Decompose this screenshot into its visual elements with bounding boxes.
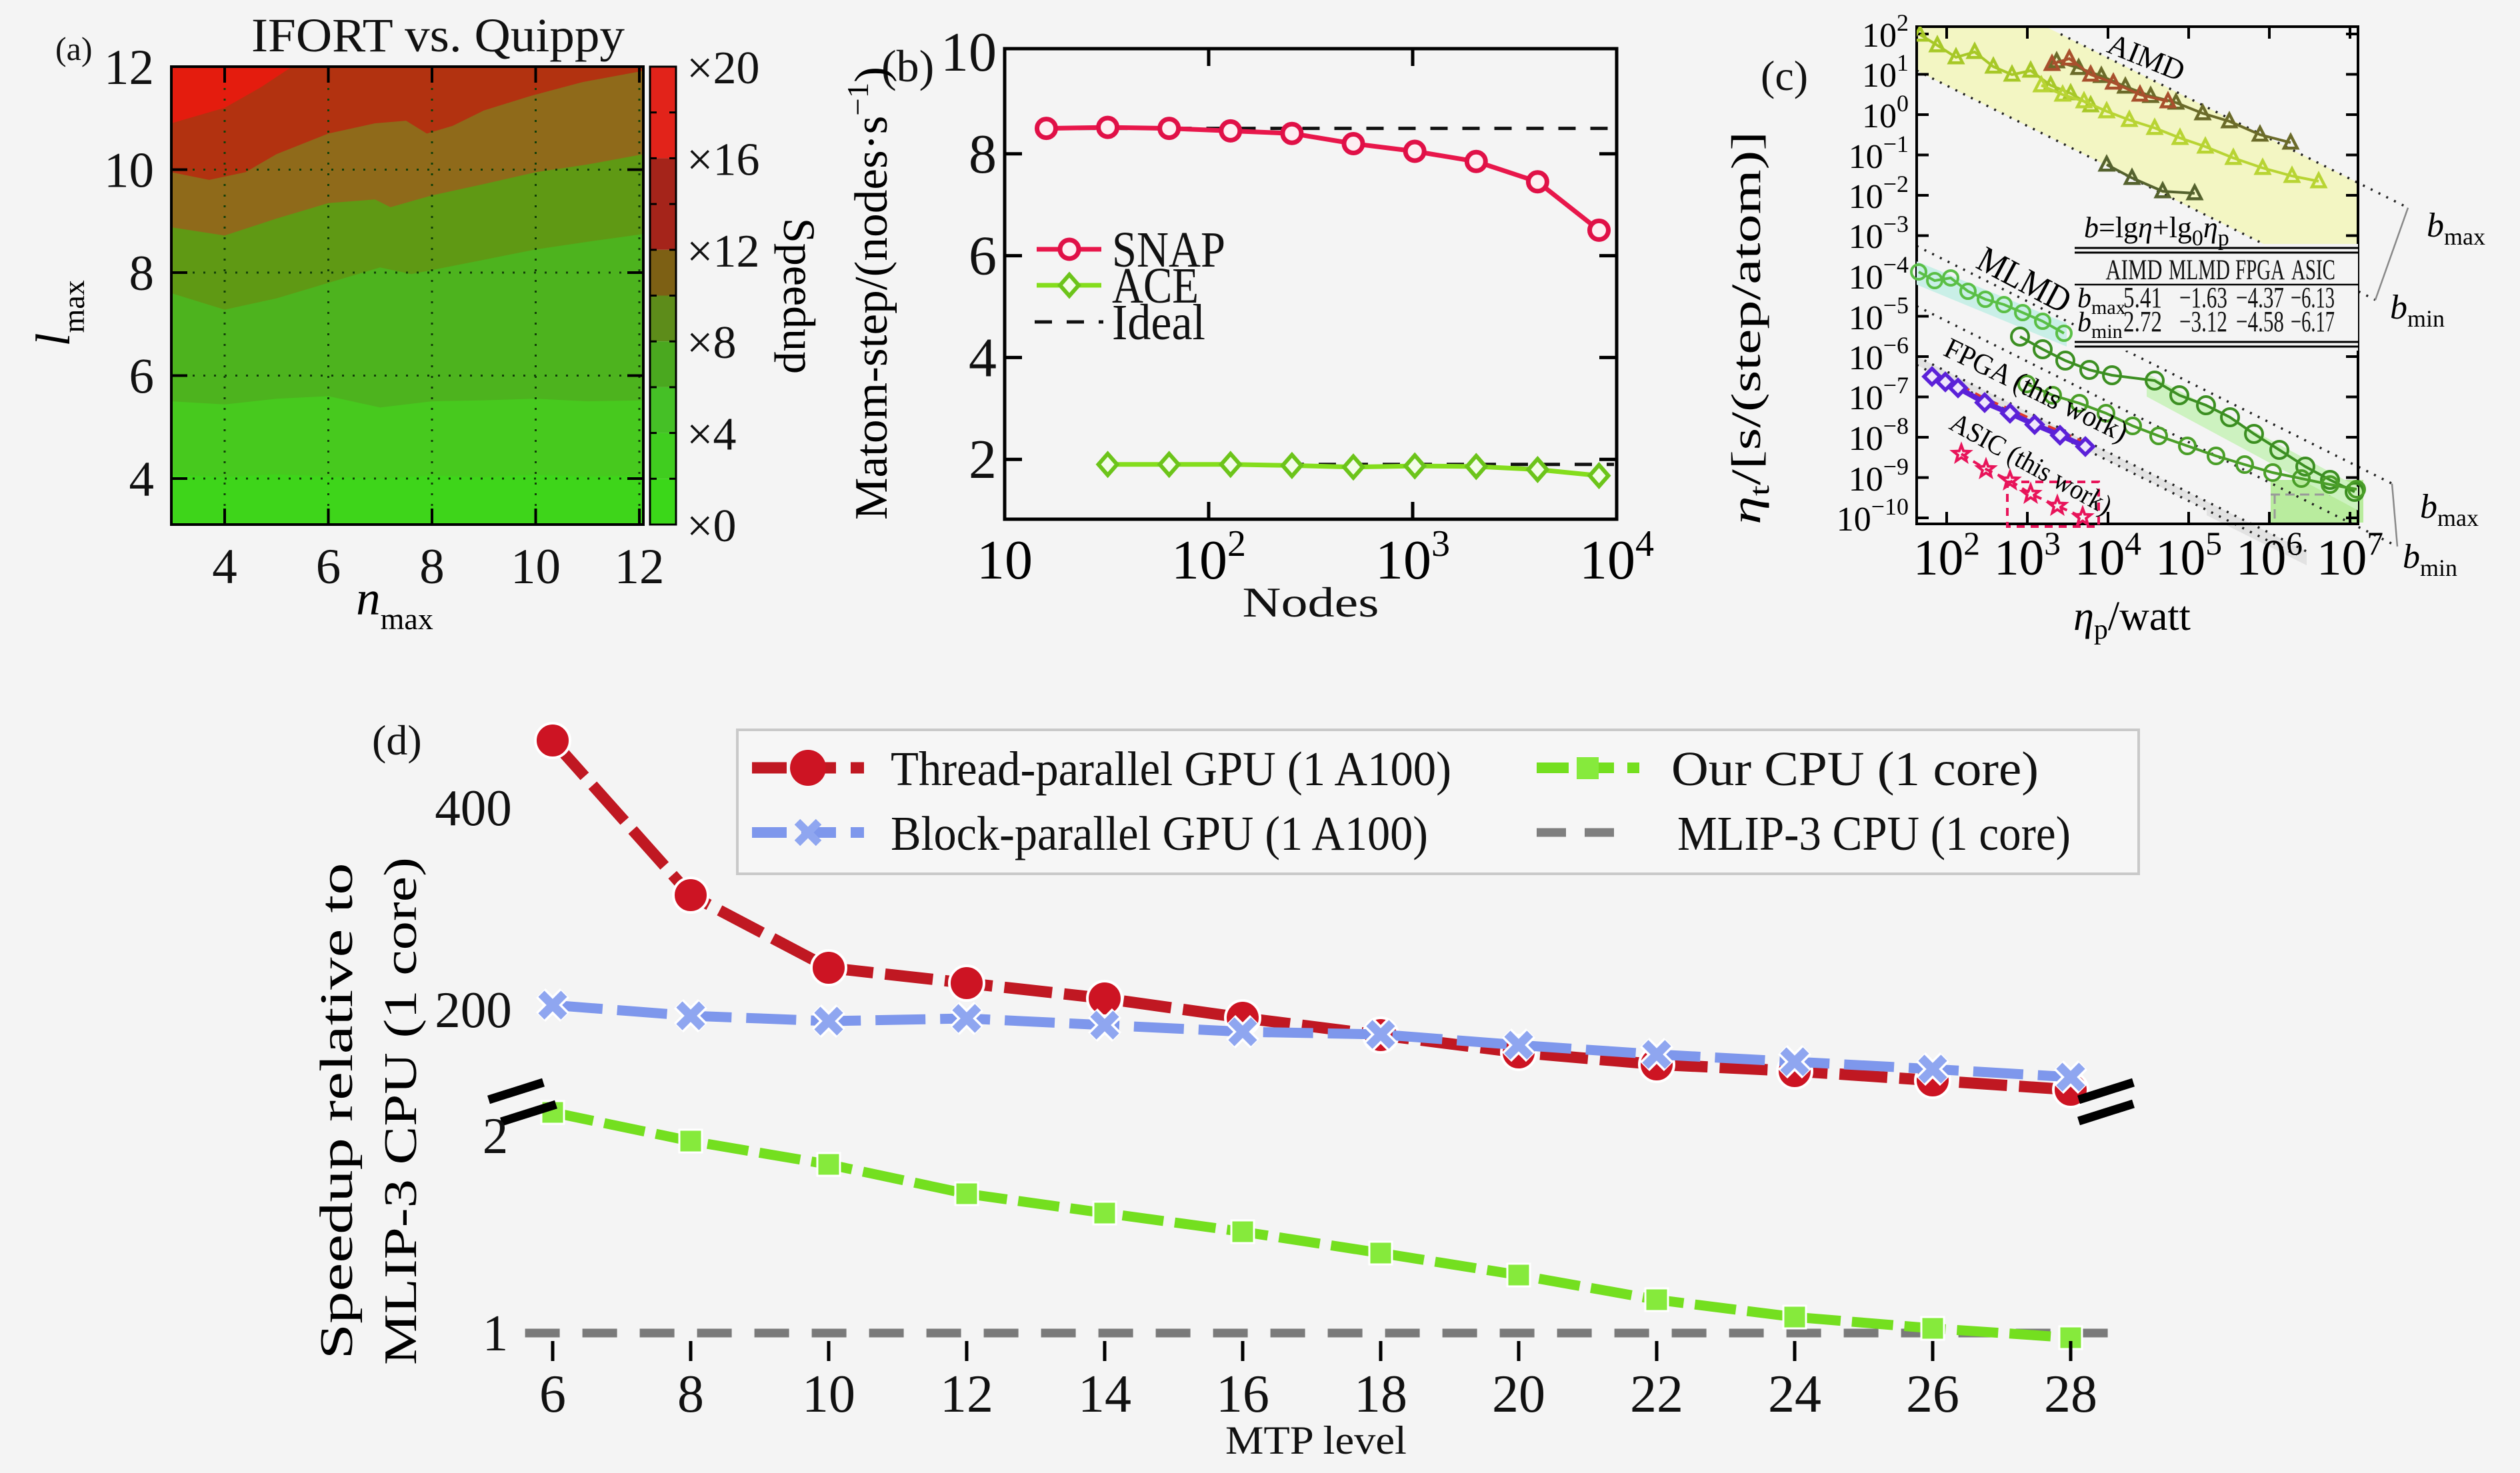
svg-text:26: 26 — [1906, 1365, 1959, 1424]
svg-text:101: 101 — [1862, 49, 1909, 95]
svg-text:Block-parallel GPU (1 A100): Block-parallel GPU (1 A100) — [891, 806, 1428, 860]
svg-text:ACE: ACE — [1112, 258, 1199, 314]
svg-text:×20: ×20 — [687, 43, 759, 94]
svg-text:4: 4 — [969, 327, 997, 389]
svg-text:(a): (a) — [55, 30, 93, 67]
svg-text:−3.12: −3.12 — [2179, 305, 2227, 338]
svg-text:MLIP-3 CPU (1 core): MLIP-3 CPU (1 core) — [1677, 806, 2071, 860]
svg-text:−6.13: −6.13 — [2291, 281, 2335, 314]
svg-text:−4.58: −4.58 — [2236, 305, 2284, 338]
svg-text:12: 12 — [104, 40, 154, 95]
svg-text:12: 12 — [615, 539, 665, 595]
svg-text:1: 1 — [483, 1304, 509, 1362]
svg-text:−4.37: −4.37 — [2236, 281, 2284, 314]
svg-text:18: 18 — [1354, 1365, 1407, 1424]
svg-text:×0: ×0 — [687, 501, 736, 552]
svg-text:10: 10 — [511, 539, 561, 595]
svg-text:4: 4 — [129, 452, 155, 507]
svg-text:×16: ×16 — [687, 134, 759, 185]
svg-text:ASIC: ASIC — [2291, 255, 2335, 286]
svg-text:6: 6 — [969, 225, 997, 287]
svg-text:22: 22 — [1630, 1365, 1683, 1424]
svg-text:10: 10 — [941, 21, 997, 83]
svg-text:20: 20 — [1492, 1365, 1545, 1424]
svg-text:−6.17: −6.17 — [2291, 305, 2335, 338]
svg-text:14: 14 — [1078, 1365, 1131, 1424]
svg-text:2.72: 2.72 — [2123, 305, 2162, 338]
svg-text:Ideal: Ideal — [1112, 295, 1205, 351]
svg-text:FPGA: FPGA — [2235, 255, 2285, 286]
svg-text:6: 6 — [129, 349, 155, 405]
svg-text:Speedup: Speedup — [774, 218, 825, 374]
svg-text:Thread-parallel GPU (1 A100): Thread-parallel GPU (1 A100) — [891, 742, 1451, 796]
svg-text:6: 6 — [316, 539, 341, 595]
svg-text:IFORT vs. Quippy: IFORT vs. Quippy — [251, 9, 625, 62]
svg-text:6: 6 — [539, 1365, 566, 1424]
svg-text:200: 200 — [435, 981, 512, 1038]
svg-text:(d): (d) — [372, 717, 422, 764]
svg-text:MLIP-3 CPU (1 core): MLIP-3 CPU (1 core) — [375, 857, 427, 1365]
svg-text:10: 10 — [802, 1365, 855, 1424]
svg-text:8: 8 — [419, 539, 445, 595]
svg-text:16: 16 — [1216, 1365, 1269, 1424]
svg-text:×12: ×12 — [687, 226, 759, 277]
svg-text:8: 8 — [677, 1365, 704, 1424]
svg-text:400: 400 — [435, 779, 512, 836]
svg-text:2: 2 — [969, 429, 997, 491]
svg-text:−1.63: −1.63 — [2179, 281, 2227, 314]
svg-text:(b): (b) — [881, 41, 934, 91]
svg-text:AIMD: AIMD — [2106, 255, 2163, 286]
svg-text:Matom-step/(nodes·s−1): Matom-step/(nodes·s−1) — [841, 67, 897, 520]
svg-text:ηt/[s/(step/atom)]: ηt/[s/(step/atom)] — [1724, 131, 1775, 525]
svg-text:Speedup relative to: Speedup relative to — [311, 863, 363, 1360]
svg-text:MLMD: MLMD — [2169, 255, 2230, 286]
svg-text:Our CPU (1 core): Our CPU (1 core) — [1671, 742, 2039, 796]
svg-text:10: 10 — [104, 143, 154, 199]
svg-text:5.41: 5.41 — [2123, 281, 2162, 314]
svg-text:8: 8 — [969, 123, 997, 185]
svg-text:×8: ×8 — [687, 317, 736, 369]
svg-text:8: 8 — [129, 246, 155, 301]
svg-text:(c): (c) — [1761, 52, 1808, 99]
svg-text:MTP level: MTP level — [1225, 1418, 1407, 1462]
svg-text:28: 28 — [2044, 1365, 2097, 1424]
svg-text:SNAP: SNAP — [1112, 222, 1225, 278]
svg-text:24: 24 — [1768, 1365, 1821, 1424]
svg-text:4: 4 — [212, 539, 237, 595]
svg-text:10: 10 — [977, 529, 1033, 591]
svg-text:ηp/watt: ηp/watt — [2073, 594, 2191, 645]
svg-text:2: 2 — [483, 1107, 509, 1164]
svg-text:×4: ×4 — [687, 409, 736, 461]
svg-text:102: 102 — [1171, 523, 1246, 591]
svg-text:12: 12 — [940, 1365, 993, 1424]
svg-text:Nodes: Nodes — [1243, 579, 1379, 626]
